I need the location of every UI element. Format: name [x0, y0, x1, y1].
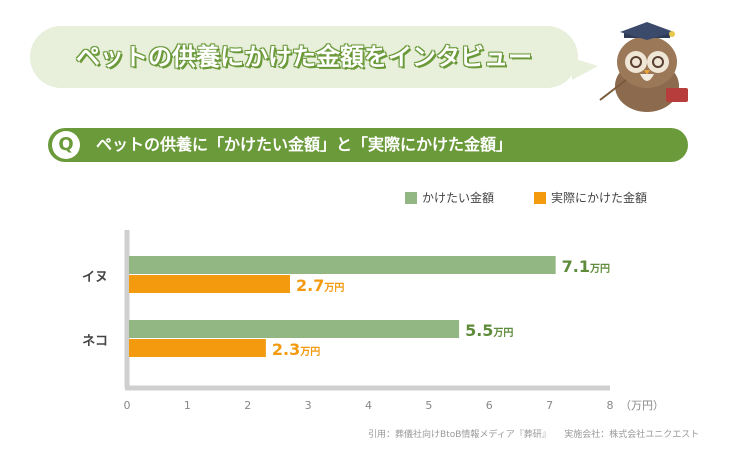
- x-tick-label: 6: [486, 399, 493, 412]
- legend-label-actual: 実際にかけた金額: [551, 191, 648, 205]
- category-label: ネコ: [82, 334, 108, 349]
- x-unit-label: （万円）: [620, 399, 664, 412]
- data-label: 7.1万円: [562, 257, 610, 276]
- legend-label-desired: かけたい金額: [422, 191, 495, 205]
- bar: [129, 256, 556, 274]
- question-badge: Q: [52, 131, 80, 159]
- data-label: 2.3万円: [272, 340, 320, 359]
- question-text: ペットの供養に「かけたい金額」と「実際にかけた金額」: [96, 135, 513, 154]
- data-label: 5.5万円: [465, 321, 513, 340]
- legend-swatch-desired: [405, 192, 417, 204]
- x-tick-label: 5: [425, 399, 432, 412]
- question-banner: [48, 128, 688, 162]
- bar: [129, 320, 460, 338]
- data-label: 2.7万円: [296, 276, 344, 295]
- title-bubble-tail: [572, 58, 598, 80]
- category-label: イヌ: [82, 270, 108, 285]
- owl-professor-mascot-icon: [599, 22, 688, 112]
- x-tick-label: 4: [365, 399, 372, 412]
- x-tick-label: 8: [607, 399, 614, 412]
- x-tick-label: 1: [184, 399, 191, 412]
- source-citation: 引用：葬儀社向けBtoB情報メディア『葬研』 実施会社：株式会社ユニクエスト: [368, 430, 700, 440]
- x-tick-label: 7: [546, 399, 553, 412]
- bar: [129, 339, 266, 357]
- x-tick-label: 3: [305, 399, 312, 412]
- page-title: ペットの供養にかけた金額をインタビュー: [76, 43, 532, 71]
- x-tick-label: 0: [124, 399, 131, 412]
- bar: [129, 275, 291, 293]
- legend-swatch-actual: [534, 192, 546, 204]
- x-tick-label: 2: [244, 399, 251, 412]
- title-bubble: [30, 26, 578, 88]
